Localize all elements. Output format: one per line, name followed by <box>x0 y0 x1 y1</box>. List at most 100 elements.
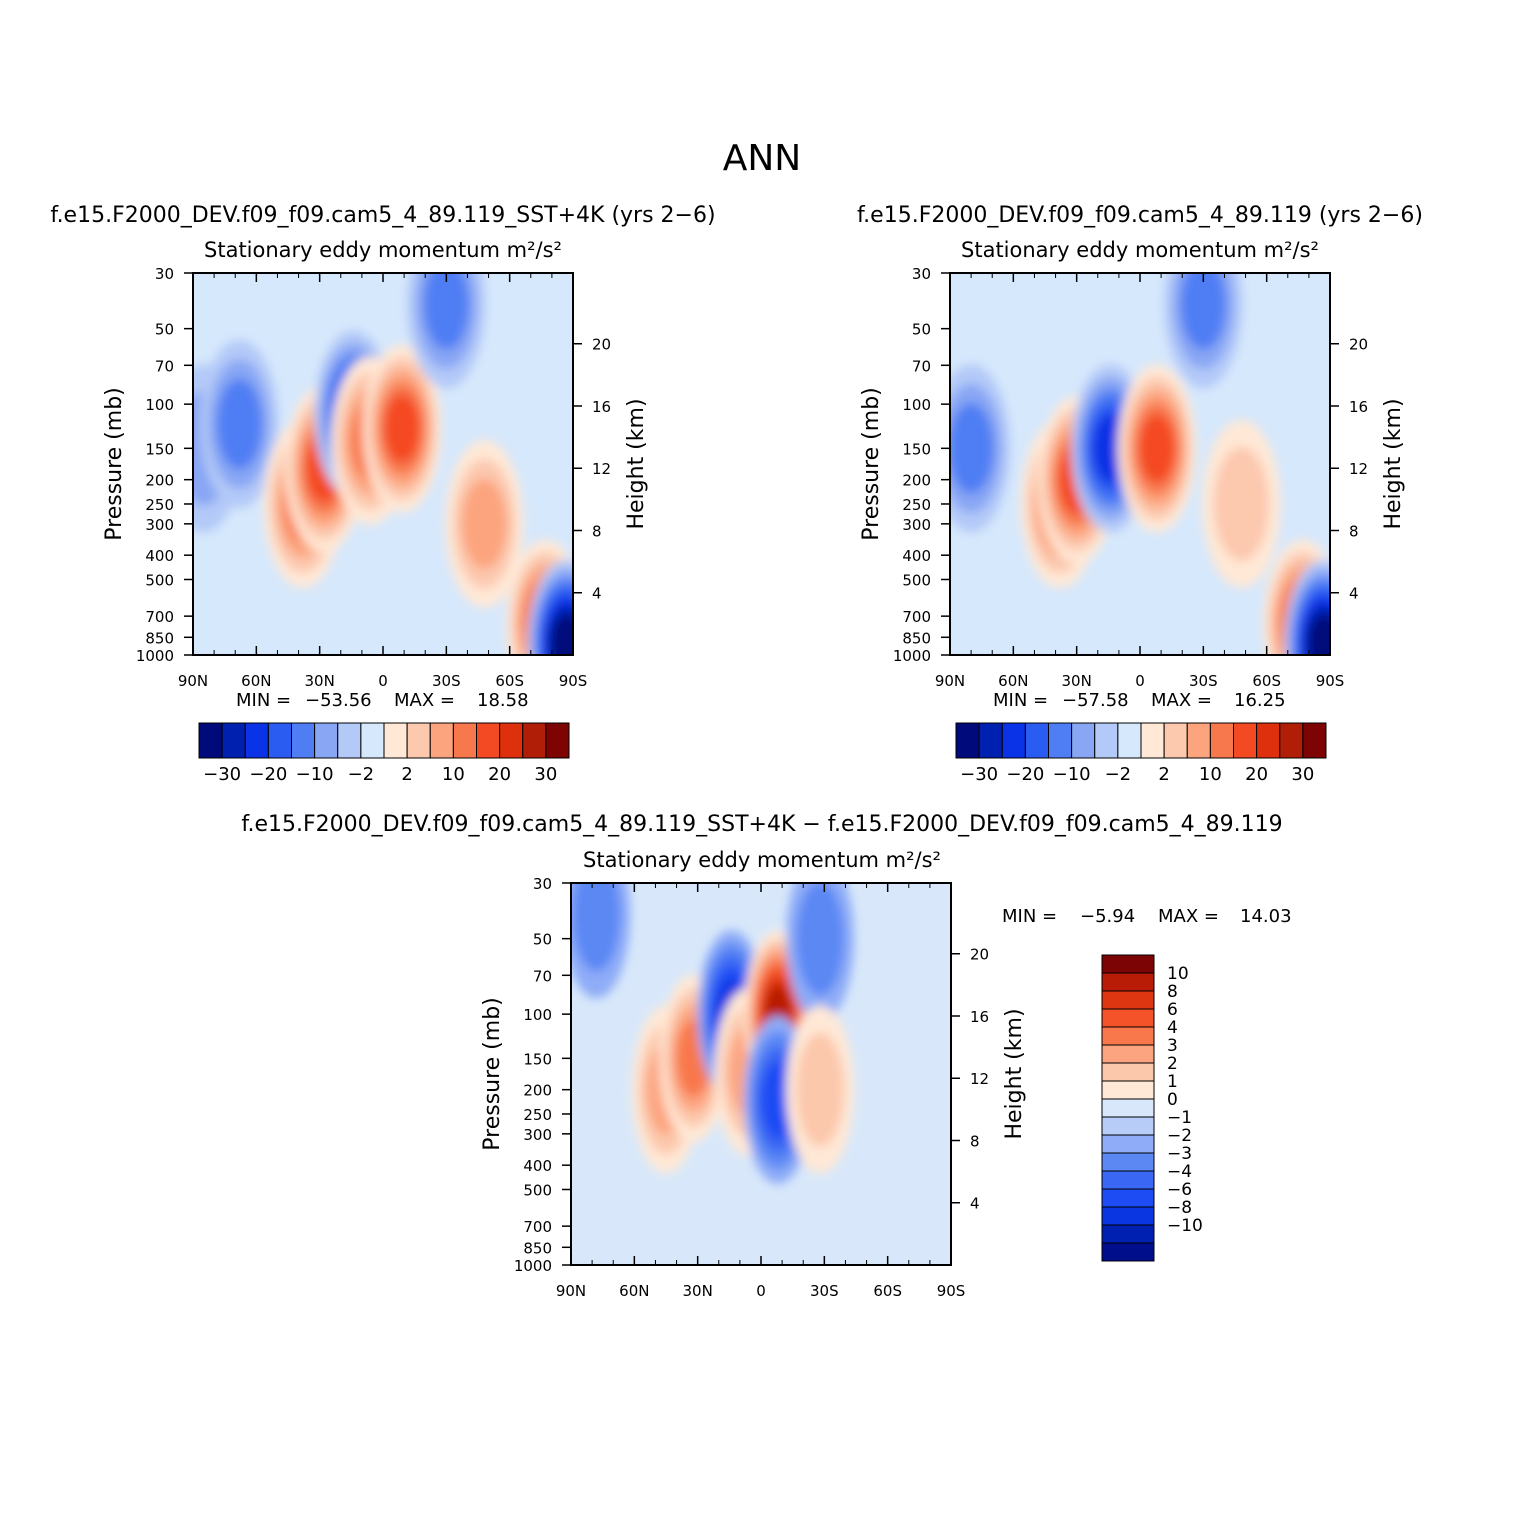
y-tick-label: 30 <box>533 875 552 893</box>
colorbar-swatch <box>1101 990 1155 1010</box>
colorbar-swatch <box>406 722 431 759</box>
subtitle-units: m²/s² <box>886 848 941 872</box>
colorbar-label: −2 <box>1105 764 1132 785</box>
contour-level <box>572 883 621 972</box>
colorbar-label: 20 <box>488 764 511 785</box>
y-tick-label: 300 <box>145 516 174 534</box>
x-tick-label: 60N <box>998 672 1028 690</box>
colorbar-label: 30 <box>1291 764 1314 785</box>
colorbar-swatch <box>429 722 454 759</box>
colorbar-swatch <box>1101 1188 1155 1208</box>
colorbar-swatch <box>1101 1008 1155 1028</box>
contour-features <box>571 883 855 1185</box>
y2-axis-label: Height (km) <box>624 398 649 529</box>
y-tick-label: 1000 <box>514 1257 552 1275</box>
colorbar-swatch <box>1233 722 1258 759</box>
colorbar-swatch <box>1101 1080 1155 1100</box>
y2-tick-label: 16 <box>970 1008 989 1026</box>
colorbar-label: −30 <box>203 764 241 785</box>
contour-level <box>1139 414 1175 483</box>
contour-level <box>796 883 845 996</box>
colorbar-swatch <box>1101 1206 1155 1226</box>
y-tick-label: 300 <box>523 1126 552 1144</box>
x-tick-label: 90S <box>559 672 588 690</box>
y-axis-label: Pressure (mb) <box>480 997 505 1151</box>
y-tick-label: 50 <box>533 931 552 949</box>
colorbar-label: 4 <box>1167 1018 1178 1038</box>
x-tick-label: 90S <box>937 1282 966 1300</box>
contour-features <box>193 273 573 655</box>
y2-tick-label: 4 <box>1349 585 1359 603</box>
colorbar-label: −10 <box>1167 1216 1203 1236</box>
x-tick-label: 90S <box>1316 672 1345 690</box>
colorbar-swatch <box>1186 722 1211 759</box>
y-tick-label: 70 <box>912 357 931 375</box>
x-tick-label: 0 <box>756 1282 766 1300</box>
y2-tick-label: 20 <box>592 336 611 354</box>
colorbar-swatch <box>1302 722 1327 759</box>
y2-tick-label: 8 <box>970 1132 980 1150</box>
y2-axis-label: Height (km) <box>1002 1008 1027 1139</box>
y2-tick-label: 16 <box>592 398 611 416</box>
y-tick-label: 400 <box>523 1157 552 1175</box>
colorbar-label: −6 <box>1167 1180 1192 1200</box>
y2-tick-label: 4 <box>592 585 602 603</box>
figure-title: ANN <box>723 138 802 179</box>
x-tick-label: 30N <box>683 1282 713 1300</box>
colorbar-swatch <box>1117 722 1142 759</box>
x-tick-label: 90N <box>935 672 965 690</box>
colorbar-swatch <box>1101 1062 1155 1082</box>
min-value: −5.94 <box>1080 906 1135 927</box>
y2-tick-label: 20 <box>1349 336 1368 354</box>
contour-level <box>216 378 262 470</box>
colorbar: −30 −20 −10 −2 2 10 20 30 <box>955 722 1327 785</box>
y-axis-label: Pressure (mb) <box>102 387 127 541</box>
subtitle-units: m²/s² <box>507 238 562 262</box>
max-label: MAX = <box>394 690 455 711</box>
y-tick-label: 500 <box>902 571 931 589</box>
colorbar-swatch <box>1101 1026 1155 1046</box>
colorbar-label: −20 <box>249 764 287 785</box>
contour-level <box>384 394 420 463</box>
colorbar-label: 1 <box>1167 1072 1178 1092</box>
colorbar-label: −20 <box>1006 764 1044 785</box>
colorbar-swatch <box>452 722 477 759</box>
colorbar-label: −8 <box>1167 1198 1192 1218</box>
colorbar-swatch <box>198 722 223 759</box>
y2-axis-label: Height (km) <box>1381 398 1406 529</box>
panel-subtitle: Stationary eddy momentum m²/s² <box>961 238 1319 262</box>
y-tick-label: 300 <box>902 516 931 534</box>
colorbar-swatch <box>383 722 408 759</box>
colorbar-swatch <box>499 722 524 759</box>
max-label: MAX = <box>1158 906 1219 927</box>
panel-subtitle: Stationary eddy momentum m²/s² <box>204 238 562 262</box>
y-tick-label: 200 <box>145 472 174 490</box>
panel-title: f.e15.F2000_DEV.f09_f09.cam5_4_89.119 (y… <box>857 203 1423 228</box>
colorbar-swatch <box>545 722 570 759</box>
colorbar-swatch <box>337 722 362 759</box>
panel-subtitle: Stationary eddy momentum m²/s² <box>583 848 941 872</box>
min-label: MIN = <box>1002 906 1057 927</box>
y-tick-label: 250 <box>523 1106 552 1124</box>
subtitle-variable: Stationary eddy momentum <box>583 848 879 872</box>
y-tick-label: 400 <box>902 547 931 565</box>
y-tick-label: 1000 <box>136 647 174 665</box>
y2-tick-label: 8 <box>592 522 602 540</box>
colorbar-swatch <box>955 722 980 759</box>
colorbar-label: 10 <box>1167 964 1189 984</box>
colorbar-label: −10 <box>296 764 334 785</box>
colorbar-swatch <box>1101 1242 1155 1262</box>
colorbar-swatch <box>1024 722 1049 759</box>
y-tick-label: 150 <box>902 440 931 458</box>
x-tick-label: 60S <box>495 672 524 690</box>
y-tick-label: 850 <box>523 1239 552 1257</box>
colorbar-swatch <box>1101 1116 1155 1136</box>
x-tick-label: 60S <box>1252 672 1281 690</box>
contour-level <box>950 403 994 494</box>
contour-level <box>1213 446 1269 562</box>
x-tick-label: 30S <box>432 672 461 690</box>
y-tick-label: 70 <box>155 357 174 375</box>
contour-level <box>796 1032 845 1147</box>
